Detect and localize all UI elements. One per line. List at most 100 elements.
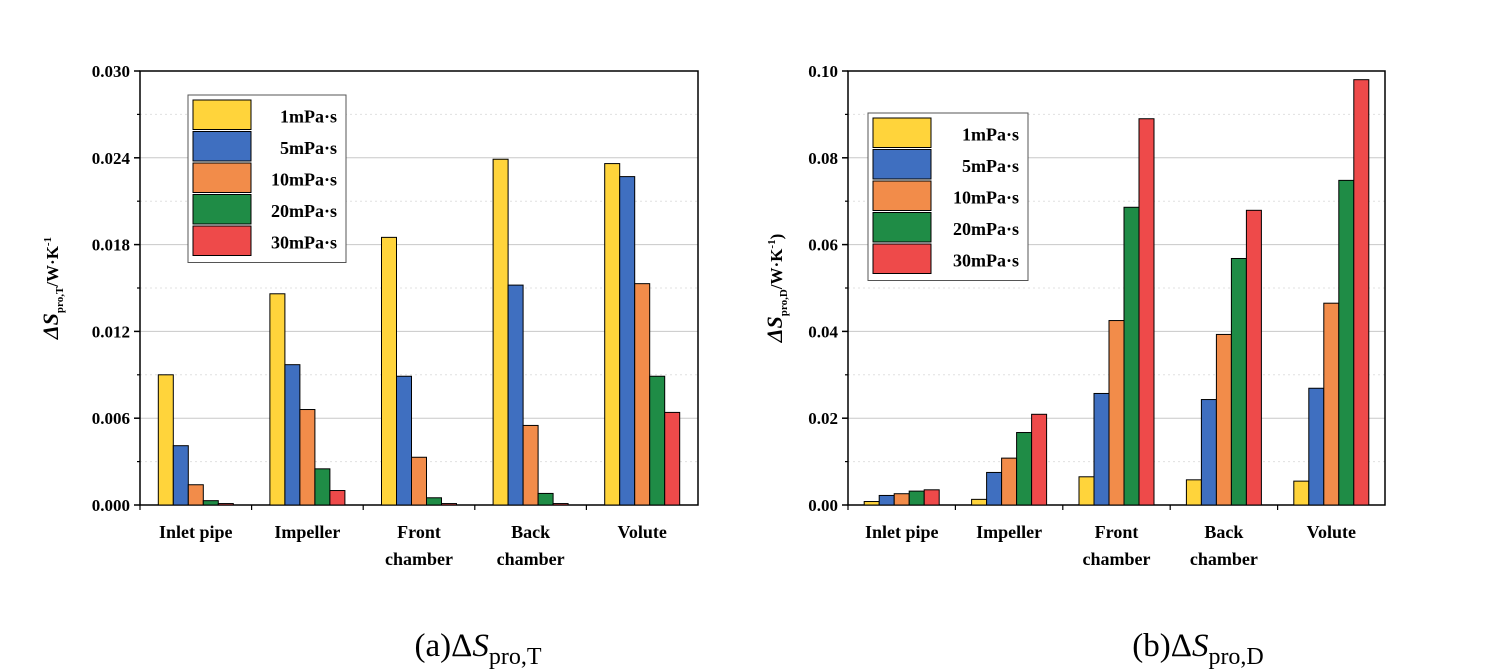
x-category-label: Front	[397, 522, 441, 542]
legend-label: 10mPa·s	[953, 188, 1019, 208]
bar	[299, 409, 316, 506]
bar	[1108, 320, 1125, 506]
legend-swatch	[872, 180, 932, 211]
y-tick-label: 0.024	[92, 149, 131, 168]
bar	[314, 468, 331, 506]
legend-label: 1mPa·s	[280, 107, 337, 127]
x-category-label: Back	[1204, 522, 1243, 542]
y-tick-label: 0.10	[808, 62, 838, 81]
bar	[269, 293, 286, 506]
legend-label: 30mPa·s	[953, 251, 1019, 271]
x-category-label: chamber	[385, 549, 453, 569]
bar	[1123, 206, 1140, 506]
x-category-label: chamber	[497, 549, 565, 569]
chart-a: 0.000 0.006 0.012 0.018 0.024 0.030 Inlet pipe…	[38, 62, 699, 670]
bar	[986, 471, 1003, 506]
bar	[1353, 79, 1370, 506]
bar	[202, 500, 219, 506]
bar	[492, 158, 509, 506]
y-axis-label: ΔSpro,T/W·K-1	[38, 237, 66, 340]
y-tick-label: 0.02	[808, 409, 838, 428]
bar	[878, 494, 895, 506]
x-category-label: Volute	[1307, 522, 1356, 542]
bar	[1138, 118, 1155, 506]
legend-label: 10mPa·s	[271, 170, 337, 190]
bar	[1338, 179, 1355, 506]
bar	[1001, 457, 1018, 506]
bar	[157, 374, 174, 506]
bar	[649, 375, 666, 506]
legend-label: 5mPa·s	[962, 156, 1019, 176]
bar	[971, 498, 988, 506]
x-category-label: Volute	[618, 522, 667, 542]
x-category-label: chamber	[1083, 549, 1151, 569]
bar	[1078, 476, 1095, 506]
bar	[664, 411, 681, 506]
legend-swatch	[192, 225, 252, 256]
bar	[1200, 399, 1217, 506]
x-category-label: Back	[511, 522, 550, 542]
bar	[396, 375, 412, 506]
bar	[284, 364, 301, 506]
bar	[1016, 432, 1033, 506]
legend-swatch	[872, 149, 932, 180]
x-category-label: Front	[1095, 522, 1139, 542]
legend: 1mPa·s 5mPa·s 10mPa·s 20mPa·s 30mPa·s	[867, 112, 1029, 281]
bar	[1093, 392, 1110, 506]
figure-caption: (b)ΔSpro,D	[1132, 628, 1264, 670]
y-tick-label: 0.04	[808, 322, 838, 341]
bar	[619, 176, 636, 506]
y-tick-label: 0.06	[808, 236, 838, 255]
y-tick-label: 0.012	[92, 322, 130, 341]
legend-swatch	[192, 131, 252, 162]
legend-label: 20mPa·s	[953, 219, 1019, 239]
bar	[1293, 480, 1310, 506]
y-tick-label: 0.00	[808, 496, 838, 515]
bar	[329, 490, 346, 506]
bar	[187, 484, 204, 506]
bar	[863, 501, 880, 506]
bar	[893, 493, 910, 506]
chart-b: 0.00 0.02 0.04 0.06 0.08 0.10 Inlet pipe Impell…	[762, 62, 1386, 670]
x-category-label: Inlet pipe	[865, 522, 939, 542]
bar	[426, 497, 442, 506]
bar	[507, 284, 524, 506]
x-category-label: Impeller	[976, 522, 1042, 542]
x-category-label: Inlet pipe	[159, 522, 233, 542]
bar	[1215, 333, 1232, 506]
bar	[537, 492, 554, 506]
bar	[1323, 302, 1340, 506]
legend-swatch	[192, 162, 252, 193]
bar	[552, 503, 569, 506]
bar	[1245, 209, 1262, 506]
legend: 1mPa·s 5mPa·s 10mPa·s 20mPa·s 30mPa·s	[187, 94, 347, 263]
bar	[1031, 413, 1048, 506]
y-axis-label: ΔSpro,D/W·K-1)	[762, 234, 790, 344]
bar	[634, 283, 651, 506]
bar	[923, 489, 940, 506]
bar	[381, 236, 397, 506]
x-category-label: Impeller	[274, 522, 340, 542]
bar	[1230, 257, 1247, 506]
legend-label: 30mPa·s	[271, 233, 337, 253]
bar	[1308, 387, 1325, 506]
legend-label: 5mPa·s	[280, 138, 337, 158]
y-tick-label: 0.030	[92, 62, 130, 81]
bar	[1185, 479, 1202, 506]
legend-swatch	[872, 212, 932, 243]
figure-caption: (a)ΔSpro,T	[414, 628, 541, 670]
bar	[604, 163, 621, 506]
x-category-label: chamber	[1190, 549, 1258, 569]
y-tick-label: 0.08	[808, 149, 838, 168]
bar	[172, 445, 189, 506]
legend-swatch	[872, 243, 932, 274]
bar	[441, 503, 457, 506]
y-tick-label: 0.018	[92, 236, 130, 255]
y-tick-label: 0.000	[92, 496, 130, 515]
bar	[908, 490, 925, 506]
bar	[411, 456, 427, 506]
bar	[522, 424, 539, 506]
legend-swatch	[192, 99, 252, 130]
legend-swatch	[872, 117, 932, 148]
